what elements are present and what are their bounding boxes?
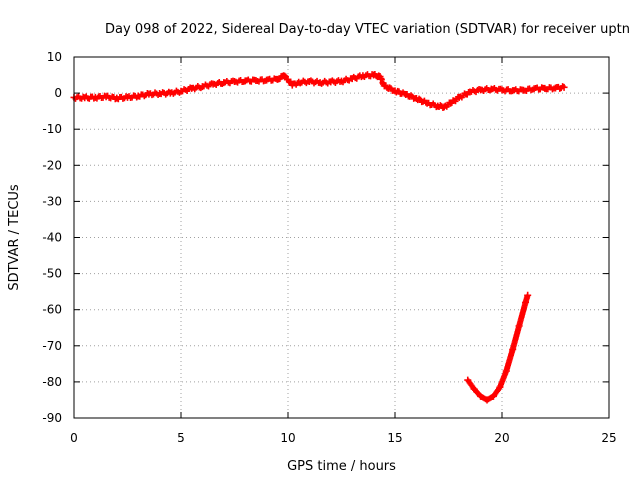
y-tick-label: -30	[42, 194, 62, 208]
data-point	[91, 93, 99, 101]
data-point	[316, 79, 324, 87]
data-point	[509, 345, 517, 353]
data-points	[70, 70, 568, 404]
y-tick-label: 0	[54, 86, 62, 100]
data-point	[263, 76, 271, 84]
grid-lines	[74, 57, 609, 418]
y-tick-label: -90	[42, 411, 62, 425]
x-tick-label: 15	[387, 431, 402, 445]
data-point	[284, 75, 292, 83]
data-point	[380, 82, 388, 90]
data-point	[209, 80, 217, 88]
data-point	[515, 322, 523, 330]
data-point	[288, 81, 296, 89]
data-point	[423, 99, 431, 107]
data-point	[280, 72, 288, 80]
x-tick-label: 5	[177, 431, 185, 445]
data-point	[295, 78, 303, 86]
data-point	[305, 78, 313, 86]
data-point	[412, 95, 420, 103]
data-point	[524, 291, 532, 299]
data-point	[530, 85, 538, 93]
data-point	[198, 83, 206, 91]
y-tick-label: -50	[42, 267, 62, 281]
x-tick-label: 20	[494, 431, 509, 445]
data-point	[145, 90, 153, 98]
data-point	[483, 396, 491, 404]
x-tick-label: 25	[601, 431, 616, 445]
data-point	[552, 84, 559, 92]
data-point	[466, 88, 474, 96]
data-point	[166, 89, 174, 97]
data-point	[273, 75, 281, 83]
data-point	[470, 385, 478, 393]
data-point	[124, 93, 131, 101]
data-point	[338, 77, 345, 85]
data-point	[434, 102, 442, 110]
data-point	[502, 367, 510, 375]
data-point	[156, 89, 164, 97]
y-tick-label: -20	[42, 158, 62, 172]
data-point	[370, 71, 378, 79]
data-point	[496, 383, 504, 391]
data-point	[376, 72, 384, 80]
data-point	[477, 392, 485, 400]
data-point	[440, 103, 448, 111]
data-point	[241, 77, 249, 85]
x-tick-label: 0	[70, 431, 78, 445]
data-point	[134, 92, 142, 100]
axis-ticks: 10 0 -10 -20 -30 -40 -50 -60 -70 -80 -90 0 5 10 15 20 25	[42, 50, 616, 445]
data-point	[489, 392, 497, 400]
y-tick-label: -70	[42, 339, 62, 353]
data-point	[113, 94, 121, 102]
data-point	[220, 79, 228, 87]
x-tick-label: 10	[280, 431, 295, 445]
x-axis-label: GPS time / hours	[287, 459, 396, 474]
y-tick-label: -40	[42, 231, 62, 245]
data-point	[81, 94, 89, 102]
data-point	[327, 78, 335, 86]
y-tick-label: -10	[42, 122, 62, 136]
data-point	[541, 84, 549, 92]
data-point	[102, 93, 110, 101]
data-point	[464, 376, 472, 384]
data-point	[519, 86, 527, 94]
data-point	[477, 86, 485, 94]
data-point	[560, 83, 568, 91]
data-point	[509, 87, 517, 95]
data-point	[348, 75, 356, 83]
data-point	[455, 93, 463, 101]
data-point	[447, 99, 455, 107]
data-point	[391, 87, 399, 95]
data-point	[231, 78, 238, 86]
y-tick-label: -60	[42, 303, 62, 317]
data-point	[177, 87, 185, 95]
data-point	[498, 86, 506, 94]
y-axis-label: SDTVAR / TECUs	[7, 184, 22, 291]
data-point	[188, 84, 196, 92]
chart-title: Day 098 of 2022, Sidereal Day-to-day VTE…	[105, 22, 630, 37]
data-point	[359, 72, 367, 80]
y-tick-label: 10	[47, 50, 62, 64]
data-point	[402, 91, 410, 99]
y-tick-label: -80	[42, 375, 62, 389]
data-point	[522, 298, 530, 306]
data-point	[252, 76, 260, 84]
data-point	[487, 85, 495, 93]
